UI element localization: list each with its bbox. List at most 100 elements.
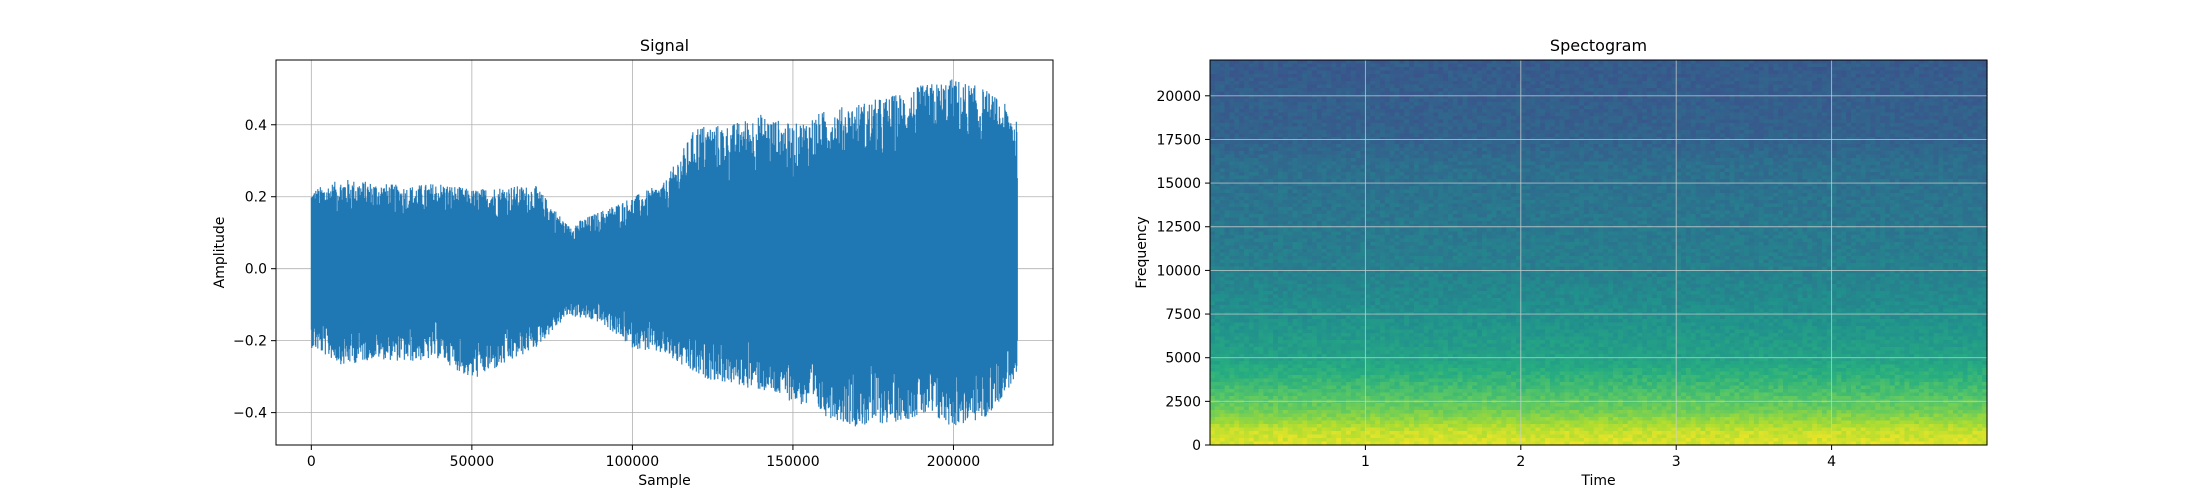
spectrogram-cell: [1399, 60, 1405, 65]
spectrogram-cell: [1540, 77, 1546, 82]
spectrogram-cell: [1443, 105, 1449, 110]
spectrogram-cell: [1588, 161, 1595, 166]
spectrogram-cell: [1724, 147, 1731, 152]
spectrogram-cell: [1297, 70, 1303, 75]
spectrogram-cell: [1656, 112, 1663, 117]
spectrogram-cell: [1345, 133, 1352, 138]
spectrogram-cell: [1404, 84, 1410, 89]
spectrogram-cell: [1656, 130, 1663, 135]
spectrogram-cell: [1564, 116, 1570, 121]
spectrogram-cell: [1977, 119, 1983, 124]
spectrogram-cell: [1307, 81, 1313, 86]
spectrogram-cell: [1642, 70, 1648, 75]
spectrogram-cell: [1554, 133, 1561, 138]
spectrogram-cell: [1268, 123, 1274, 128]
spectrogram-cell: [1263, 77, 1269, 82]
spectrogram-cell: [1928, 165, 1935, 170]
spectrogram-cell: [1768, 116, 1774, 121]
spectrogram-cell: [1894, 67, 1901, 72]
spectrogram-cell: [1316, 126, 1323, 131]
spectrogram-cell: [1734, 140, 1740, 145]
spectrogram-cell: [1210, 74, 1216, 79]
spectrogram-cell: [1399, 165, 1405, 170]
spectrogram-cell: [1540, 116, 1546, 121]
spectrogram-cell: [1957, 158, 1964, 163]
spectrogram-cell: [1773, 102, 1779, 107]
spectrogram-cell: [1914, 70, 1920, 75]
spectrogram-cell: [1909, 130, 1915, 135]
spectrogram-cell: [1326, 70, 1333, 75]
spectrogram-cell: [1292, 116, 1299, 121]
spectrogram-cell: [1705, 147, 1711, 152]
spectrogram-cell: [1243, 109, 1250, 114]
spectrogram-cell: [1889, 140, 1896, 145]
spectrogram-cell: [1608, 102, 1614, 107]
spectrogram-cell: [1860, 70, 1867, 75]
spectrogram-cell: [1865, 144, 1872, 149]
spectrogram-cell: [1486, 123, 1493, 128]
spectrogram-cell: [1341, 81, 1347, 86]
spectrogram-cell: [1210, 130, 1216, 135]
spectrogram-cell: [1545, 116, 1551, 121]
spectrogram-cell: [1783, 112, 1789, 117]
spectrogram-cell: [1501, 63, 1507, 68]
spectrogram-cell: [1724, 119, 1731, 124]
spectrogram-cell: [1501, 84, 1507, 89]
spectrogram-cell: [1768, 67, 1774, 72]
spectrogram-cell: [1515, 123, 1522, 128]
spectrogram-cell: [1919, 119, 1925, 124]
spectrogram-cell: [1622, 144, 1629, 149]
spectrogram-cell: [1588, 77, 1595, 82]
spectrogram-cell: [1831, 81, 1838, 86]
spectrogram-cell: [1229, 88, 1235, 93]
spectrogram-cell: [1846, 147, 1852, 152]
spectrogram-cell: [1826, 133, 1833, 138]
spectrogram-cell: [1651, 151, 1658, 156]
spectrogram-cell: [1885, 119, 1891, 124]
spectrogram-cell: [1583, 140, 1590, 145]
spectrogram-cell: [1933, 140, 1940, 145]
spectrogram-cell: [1637, 95, 1643, 100]
spectrogram-cell: [1253, 116, 1260, 121]
spectrogram-cell: [1379, 98, 1386, 103]
spectrogram-cell: [1889, 151, 1896, 156]
spectrogram-cell: [1559, 91, 1566, 96]
spectrogram-cell: [1855, 161, 1862, 166]
spectrogram-cell: [1860, 154, 1867, 159]
spectrogram-cell: [1307, 109, 1313, 114]
spectrogram-cell: [1214, 63, 1221, 68]
spectrogram-cell: [1797, 81, 1804, 86]
spectrogram-cell: [1938, 63, 1944, 68]
signal-y-tick-label: −0.4: [233, 406, 267, 422]
spectrogram-cell: [1258, 144, 1265, 149]
spectrogram-cell: [1297, 98, 1303, 103]
signal-y-axis-label: Amplitude: [212, 217, 228, 289]
spectrogram-cell: [1642, 109, 1648, 114]
spectrogram-cell: [1719, 105, 1726, 110]
spectrogram-cell: [1753, 84, 1760, 89]
spectrogram-cell: [1491, 140, 1498, 145]
spectrogram-cell: [1865, 67, 1872, 72]
spectrogram-cell: [1379, 165, 1386, 170]
spectrogram-cell: [1355, 147, 1362, 152]
spectrogram-cell: [1443, 154, 1449, 159]
spectrogram-cell: [1598, 60, 1604, 65]
spectrogram-cell: [1671, 77, 1677, 82]
spectrogram-cell: [1394, 109, 1400, 114]
spectrogram-cell: [1365, 130, 1371, 135]
spectrogram-cell: [1831, 98, 1838, 103]
spectrogram-cell: [1501, 98, 1507, 103]
spectrogram-cell: [1661, 116, 1668, 121]
spectrogram-cell: [1467, 63, 1473, 68]
spectrogram-cell: [1234, 144, 1240, 149]
spectrogram-cell: [1967, 123, 1974, 128]
spectrogram-cell: [1583, 70, 1590, 75]
spectrogram-cell: [1535, 140, 1541, 145]
spectrogram-cell: [1457, 116, 1464, 121]
spectrogram-cell: [1404, 98, 1410, 103]
spectrogram-cell: [1977, 70, 1983, 75]
spectrogram-cell: [1977, 130, 1983, 135]
spectrogram-cell: [1486, 84, 1493, 89]
spectrogram-cell: [1962, 63, 1969, 68]
spectrogram-cell: [1384, 67, 1391, 72]
